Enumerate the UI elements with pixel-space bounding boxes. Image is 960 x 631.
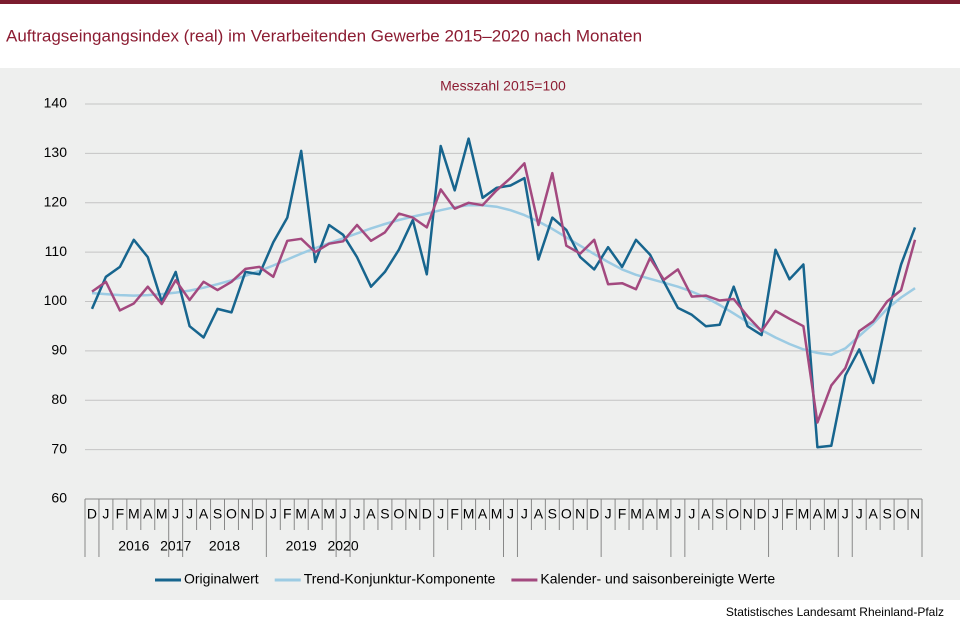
x-tick-label: F xyxy=(450,506,459,522)
x-tick-label: F xyxy=(785,506,794,522)
x-tick-label: J xyxy=(102,506,109,522)
x-tick-label: J xyxy=(270,506,277,522)
x-tick-label: F xyxy=(116,506,125,522)
x-tick-label: M xyxy=(323,506,335,522)
y-tick-label: 140 xyxy=(44,95,68,111)
x-tick-label: J xyxy=(772,506,779,522)
x-tick-label: D xyxy=(87,506,97,522)
x-tick-label: A xyxy=(869,506,879,522)
year-label: 2020 xyxy=(327,538,358,554)
y-tick-label: 110 xyxy=(45,243,68,259)
x-tick-label: M xyxy=(463,506,475,522)
x-tick-label: A xyxy=(311,506,321,522)
x-tick-label: J xyxy=(340,506,347,522)
x-tick-label: A xyxy=(701,506,711,522)
x-tick-label: S xyxy=(715,506,724,522)
x-tick-label: J xyxy=(674,506,681,522)
chart-title: Auftragseingangsindex (real) im Verarbei… xyxy=(6,26,642,45)
y-tick-label: 90 xyxy=(51,342,67,358)
x-tick-label: O xyxy=(561,506,572,522)
source: Statistisches Landesamt Rheinland-Pfalz xyxy=(726,605,944,619)
x-tick-label: M xyxy=(128,506,140,522)
year-label: 2019 xyxy=(286,538,317,554)
x-tick-label: O xyxy=(226,506,237,522)
x-tick-label: S xyxy=(882,506,891,522)
x-tick-label: O xyxy=(728,506,739,522)
plot-panel xyxy=(0,68,960,600)
x-tick-label: S xyxy=(548,506,557,522)
y-tick-label: 100 xyxy=(44,292,68,308)
x-tick-label: A xyxy=(813,506,823,522)
x-tick-label: M xyxy=(156,506,168,522)
y-tick-label: 120 xyxy=(44,193,68,209)
x-tick-label: D xyxy=(254,506,264,522)
y-tick-label: 80 xyxy=(51,391,67,407)
x-tick-label: D xyxy=(757,506,767,522)
x-tick-label: J xyxy=(172,506,179,522)
x-tick-label: M xyxy=(798,506,810,522)
x-tick-label: M xyxy=(825,506,837,522)
chart-subtitle: Messzahl 2015=100 xyxy=(440,78,566,94)
x-tick-label: A xyxy=(366,506,376,522)
series-line xyxy=(90,137,917,449)
x-tick-label: J xyxy=(186,506,193,522)
x-tick-label: M xyxy=(491,506,503,522)
x-tick-label: N xyxy=(240,506,250,522)
legend-label: Kalender- und saisonbereinigte Werte xyxy=(540,571,775,587)
x-tick-label: M xyxy=(658,506,670,522)
x-tick-label: S xyxy=(380,506,389,522)
x-tick-label: O xyxy=(896,506,907,522)
top-bar xyxy=(0,0,960,4)
x-tick-label: A xyxy=(143,506,153,522)
x-tick-label: J xyxy=(856,506,863,522)
year-label: 2016 xyxy=(118,538,149,554)
x-tick-label: J xyxy=(842,506,849,522)
x-tick-label: M xyxy=(630,506,642,522)
year-label: 2018 xyxy=(209,538,240,554)
x-tick-label: J xyxy=(354,506,361,522)
x-tick-label: N xyxy=(575,506,585,522)
x-tick-label: A xyxy=(645,506,655,522)
y-tick-label: 130 xyxy=(44,144,68,160)
series-line xyxy=(91,203,916,357)
x-tick-label: A xyxy=(478,506,488,522)
series-line xyxy=(91,162,917,424)
y-tick-label: 60 xyxy=(51,490,67,506)
x-tick-label: M xyxy=(295,506,307,522)
x-tick-label: N xyxy=(910,506,920,522)
legend-label: Originalwert xyxy=(184,571,259,587)
x-tick-label: D xyxy=(589,506,599,522)
year-label: 2017 xyxy=(160,538,191,554)
x-tick-label: S xyxy=(213,506,222,522)
x-tick-label: D xyxy=(422,506,432,522)
y-tick-label: 70 xyxy=(51,440,67,456)
x-tick-label: A xyxy=(534,506,544,522)
x-tick-label: F xyxy=(618,506,627,522)
x-tick-label: J xyxy=(605,506,612,522)
x-tick-label: J xyxy=(688,506,695,522)
legend-label: Trend-Konjunktur-Komponente xyxy=(304,571,496,587)
x-tick-label: N xyxy=(408,506,418,522)
x-tick-label: J xyxy=(507,506,514,522)
x-tick-label: F xyxy=(283,506,292,522)
x-tick-label: N xyxy=(743,506,753,522)
x-tick-label: J xyxy=(521,506,528,522)
x-tick-label: A xyxy=(199,506,209,522)
x-tick-label: J xyxy=(437,506,444,522)
x-tick-label: O xyxy=(393,506,404,522)
